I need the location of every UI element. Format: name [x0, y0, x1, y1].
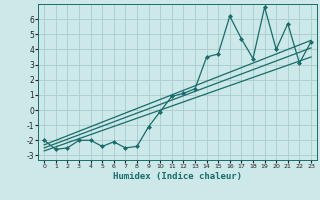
X-axis label: Humidex (Indice chaleur): Humidex (Indice chaleur) [113, 172, 242, 181]
